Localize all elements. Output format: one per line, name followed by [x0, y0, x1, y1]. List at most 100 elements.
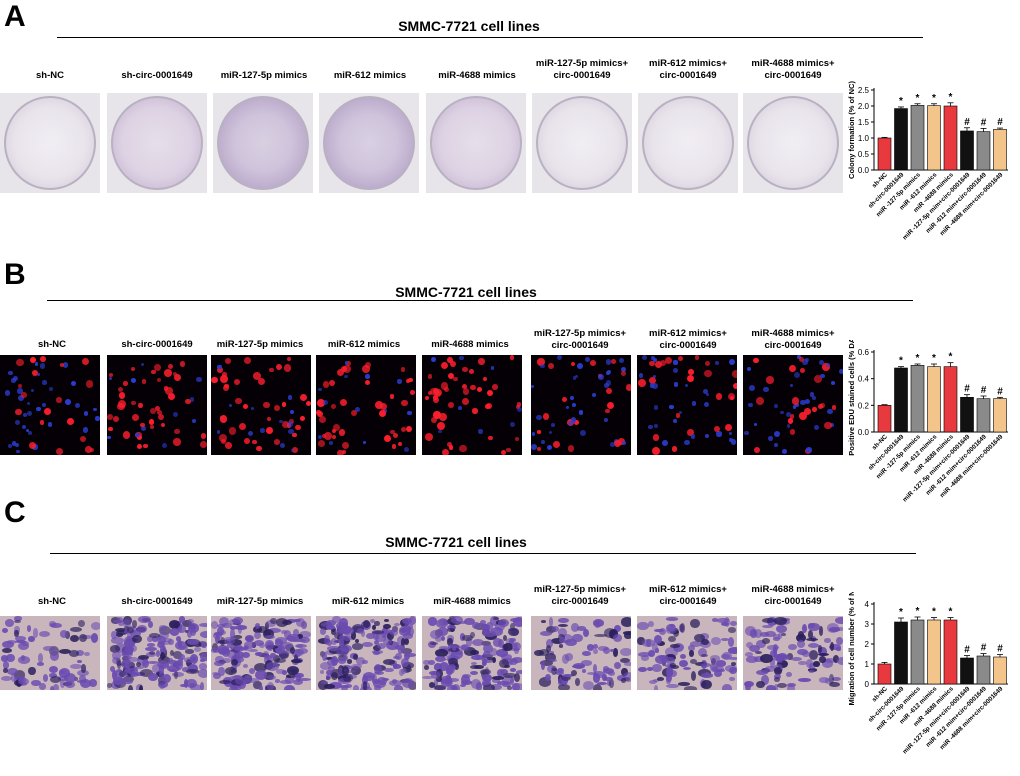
bar [877, 137, 892, 171]
bar [943, 619, 958, 685]
bar [993, 656, 1007, 685]
bar [927, 619, 941, 685]
bar [960, 130, 974, 171]
y-tick-label: 2 [865, 640, 870, 649]
bar [927, 105, 941, 171]
bar [993, 398, 1007, 433]
title-rule [50, 553, 916, 554]
bar [877, 405, 892, 433]
bar [910, 365, 925, 433]
column-label: miR-4688 mimics+ circ-0001649 [751, 584, 835, 607]
column-label: miR-127-5p mimics [216, 596, 304, 607]
significance-marker: # [964, 645, 970, 656]
column-label: sh-NC [36, 70, 64, 81]
column-label: miR-127-5p mimics [216, 339, 304, 350]
colony-plate-image [426, 93, 526, 193]
significance-marker: * [949, 352, 953, 363]
y-tick-label: 0.6 [858, 348, 870, 357]
edu-fluorescence-image [107, 355, 207, 455]
column-label: miR-612 mimics+ circ-0001649 [649, 584, 727, 607]
colony-plate-image [743, 93, 843, 193]
significance-marker: # [997, 644, 1003, 655]
significance-marker: * [899, 607, 903, 618]
edu-fluorescence-image [422, 355, 522, 455]
y-tick-label: 0.0 [858, 166, 870, 175]
column-label: miR-4688 mimics+ circ-0001649 [751, 58, 835, 81]
y-tick-label: 0 [865, 680, 870, 689]
colony-plate-image [532, 93, 632, 193]
panel-title: SMMC-7721 cell lines [395, 284, 537, 300]
bar [976, 398, 991, 433]
column-label: miR-612 mimics [331, 596, 405, 607]
significance-marker: # [997, 386, 1003, 397]
y-axis-label: Migration of cell number (% of NC) [847, 592, 856, 705]
panel-title: SMMC-7721 cell lines [385, 534, 527, 550]
edu-fluorescence-image [531, 355, 631, 455]
significance-marker: * [932, 607, 936, 618]
edu-fluorescence-image [0, 355, 100, 455]
bar [894, 367, 908, 433]
migration-stain-image [107, 616, 207, 690]
y-tick-label: 0.0 [858, 428, 870, 437]
significance-marker: * [949, 92, 953, 103]
panel-b: B SMMC-7721 cell lines sh-NC sh-circ-000… [0, 258, 1020, 518]
edu-fluorescence-image [316, 355, 416, 455]
column-label: sh-circ-0001649 [121, 339, 193, 350]
panel-letter: B [4, 258, 26, 291]
panel-letter: A [4, 0, 26, 33]
column-label: miR-612 mimics [327, 339, 401, 350]
panel-a: A SMMC-7721 cell lines sh-NC sh-circ-000… [0, 0, 1020, 260]
bar [910, 619, 925, 685]
migration-stain-image [422, 616, 522, 690]
significance-marker: # [997, 117, 1003, 128]
y-tick-label: 0.4 [858, 375, 870, 384]
title-rule [47, 300, 913, 301]
bar [943, 105, 958, 171]
colony-plate-image [638, 93, 738, 193]
colony-plate-image [213, 93, 313, 193]
column-label: miR-612 mimics [333, 70, 407, 81]
y-tick-label: 3 [865, 620, 870, 629]
migration-stain-image [0, 616, 100, 690]
y-tick-label: 1.0 [858, 134, 870, 143]
bar [976, 131, 991, 171]
edu-fluorescence-image [743, 355, 843, 455]
significance-marker: * [916, 93, 920, 104]
significance-marker: * [932, 93, 936, 104]
bar [894, 621, 908, 685]
y-tick-label: 0.5 [858, 150, 870, 159]
y-tick-label: 4 [865, 600, 870, 609]
significance-marker: # [981, 117, 987, 128]
column-label: miR-127-5p mimics+ circ-0001649 [535, 58, 629, 81]
column-label: miR-612 mimics+ circ-0001649 [649, 58, 727, 81]
y-axis-label: Colony formation (% of NC) [847, 81, 856, 179]
migration-stain-image [316, 616, 416, 690]
y-tick-label: 0.2 [858, 401, 870, 410]
panel-c: C SMMC-7721 cell lines sh-NC sh-circ-000… [0, 498, 1020, 776]
bar [877, 663, 892, 685]
significance-marker: # [964, 117, 970, 128]
colony-plate-image [0, 93, 100, 193]
column-label: miR-4688 mimics+ circ-0001649 [751, 328, 835, 351]
significance-marker: * [899, 96, 903, 107]
column-label: miR-612 mimics+ circ-0001649 [649, 328, 727, 351]
y-tick-label: 1 [865, 660, 870, 669]
column-label: miR-4688 mimics [438, 70, 516, 81]
significance-marker: * [949, 607, 953, 618]
column-label: sh-NC [38, 596, 66, 607]
y-tick-label: 2.0 [858, 102, 870, 111]
migration-stain-image [531, 616, 631, 690]
colony-plate-image [107, 93, 207, 193]
significance-marker: # [981, 643, 987, 654]
column-label: sh-circ-0001649 [121, 70, 193, 81]
column-label: miR-127-5p mimics+ circ-0001649 [533, 328, 627, 351]
bar [927, 366, 941, 433]
column-label: sh-circ-0001649 [121, 596, 193, 607]
column-label: miR-4688 mimics [433, 596, 511, 607]
bar [960, 397, 974, 433]
column-label: miR-4688 mimics [431, 339, 509, 350]
y-tick-label: 1.5 [858, 118, 870, 127]
significance-marker: # [964, 384, 970, 395]
